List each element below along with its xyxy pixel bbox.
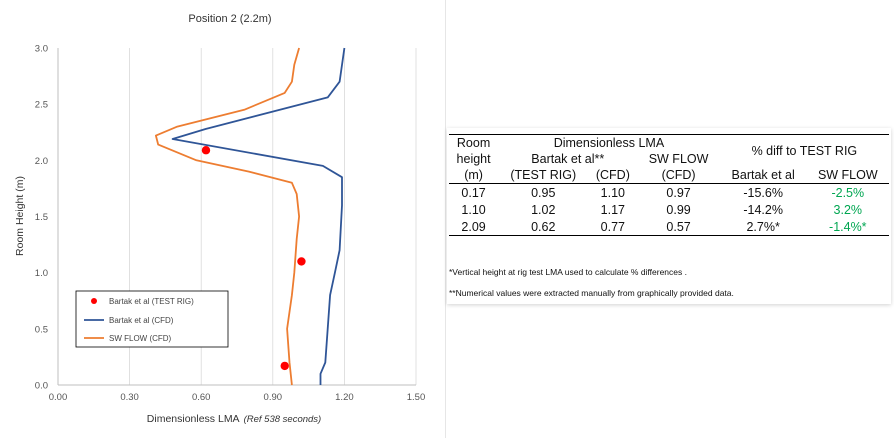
hdr-room-line3: (m) [449, 167, 499, 184]
cell-height: 0.17 [461, 185, 486, 200]
cell-test-rig: 0.62 [498, 218, 589, 236]
axes [57, 48, 416, 386]
x-tick-label: 0.30 [120, 392, 139, 403]
series-line-swflow [154, 47, 301, 386]
cell-cfd: 0.77 [588, 218, 638, 236]
y-tick-labels: 0.0 0.5 1.0 1.5 2.0 2.5 3.0 [35, 44, 48, 392]
cell-diff-bartak: -15.6% [743, 185, 783, 200]
y-axis-label: Room Height (m) [14, 176, 26, 256]
chart-title: Position 2 (2.2m) [188, 13, 271, 25]
cell-test-rig: 1.02 [531, 202, 556, 217]
x-tick-labels: 0.00 0.30 0.60 0.90 1.20 1.50 [49, 392, 426, 403]
cell-diff-sw: -1.4%* [806, 218, 889, 236]
y-tick-label: 1.0 [35, 268, 48, 279]
chart-panel: Position 2 (2.2m) 0.00 0.30 0.60 0.90 1.20 1.… [0, 0, 444, 438]
x-axis-label-note: (Ref 538 seconds) [244, 414, 322, 425]
hdr-bartak: Bartak et al** [531, 152, 605, 166]
x-tick-label: 0.00 [49, 392, 68, 403]
cell-diff-bartak: 2.7%* [719, 218, 807, 236]
hdr-diff-bartak: Bartak et al [719, 167, 807, 184]
hdr-room-line2: height [456, 152, 491, 166]
hdr-diff-sw: SW FLOW [806, 167, 889, 184]
cell-cfd: 1.17 [600, 202, 626, 217]
legend-label-swflow: SW FLOW (CFD) [109, 334, 172, 343]
y-tick-label: 2.0 [35, 156, 48, 167]
x-tick-label: 0.90 [264, 392, 283, 403]
table-header-row-1: Room Dimensionless LMA % diff to TEST RI… [449, 134, 889, 167]
y-tick-label: 2.5 [35, 100, 48, 111]
x-axis-label-main: Dimensionless LMA [147, 413, 240, 425]
hdr-swflow: SW FLOW [648, 152, 709, 166]
cell-diff-sw: -2.5% [831, 185, 865, 200]
table-footnote-1: *Vertical height at rig test LMA used to… [449, 267, 687, 277]
y-tick-label: 0.0 [35, 381, 48, 392]
lma-chart: Position 2 (2.2m) 0.00 0.30 0.60 0.90 1.20 1.… [14, 13, 426, 425]
table-row: 1.10 1.02 1.17 0.99 -14.2% 3.2% [449, 201, 889, 218]
test-rig-point [280, 361, 289, 371]
x-tick-label: 1.20 [335, 392, 354, 403]
table-header-row-2: height Bartak et al** SW FLOW [449, 151, 889, 167]
cell-height: 1.10 [461, 202, 486, 217]
y-tick-label: 3.0 [35, 44, 48, 55]
legend-label-cfd: Bartak et al (CFD) [109, 316, 174, 325]
y-tick-label: 0.5 [35, 324, 48, 335]
cell-test-rig: 0.95 [531, 185, 556, 200]
cell-diff-sw: 3.2% [833, 202, 863, 217]
panel-divider [445, 0, 446, 438]
x-tick-label: 1.50 [407, 392, 426, 403]
results-table: Room Dimensionless LMA % diff to TEST RI… [449, 134, 889, 236]
cell-cfd: 1.10 [600, 185, 626, 200]
table-row: 0.17 0.95 1.10 0.97 -15.6% -2.5% [449, 184, 889, 202]
table-row: 2.09 0.62 0.77 0.57 2.7%* -1.4%* [449, 218, 889, 236]
cell-diff-bartak: -14.2% [743, 202, 783, 217]
x-tick-label: 0.60 [192, 392, 211, 403]
series-line-cfd [171, 47, 346, 385]
legend-marker-test-rig [91, 298, 97, 304]
hdr-sw-cfd: (CFD) [637, 167, 720, 184]
table-header-row-3: (m) (TEST RIG) (CFD) (CFD) Bartak et al … [449, 167, 889, 184]
legend: Bartak et al (TEST RIG) Bartak et al (CF… [75, 290, 229, 348]
hdr-cfd: (CFD) [588, 167, 638, 184]
y-tick-label: 1.5 [35, 212, 48, 223]
test-rig-point [297, 257, 306, 266]
test-rig-point [201, 146, 211, 155]
hdr-diff-group: % diff to TEST RIG [719, 134, 889, 167]
cell-sw: 0.57 [637, 218, 720, 236]
series-group [154, 47, 346, 386]
cell-height: 2.09 [449, 218, 499, 236]
legend-label-test-rig: Bartak et al (TEST RIG) [109, 297, 194, 306]
cell-sw: 0.99 [666, 202, 691, 217]
hdr-test-rig: (TEST RIG) [498, 167, 589, 184]
x-axis-label: Dimensionless LMA (Ref 538 seconds) [147, 413, 321, 425]
hdr-room-line1: Room [449, 134, 499, 151]
cell-sw: 0.97 [666, 185, 691, 200]
table-footnote-2: **Numerical values were extracted manual… [449, 288, 734, 298]
results-table-panel: Room Dimensionless LMA % diff to TEST RI… [447, 128, 891, 304]
hdr-dimensionless-lma: Dimensionless LMA [498, 134, 720, 151]
